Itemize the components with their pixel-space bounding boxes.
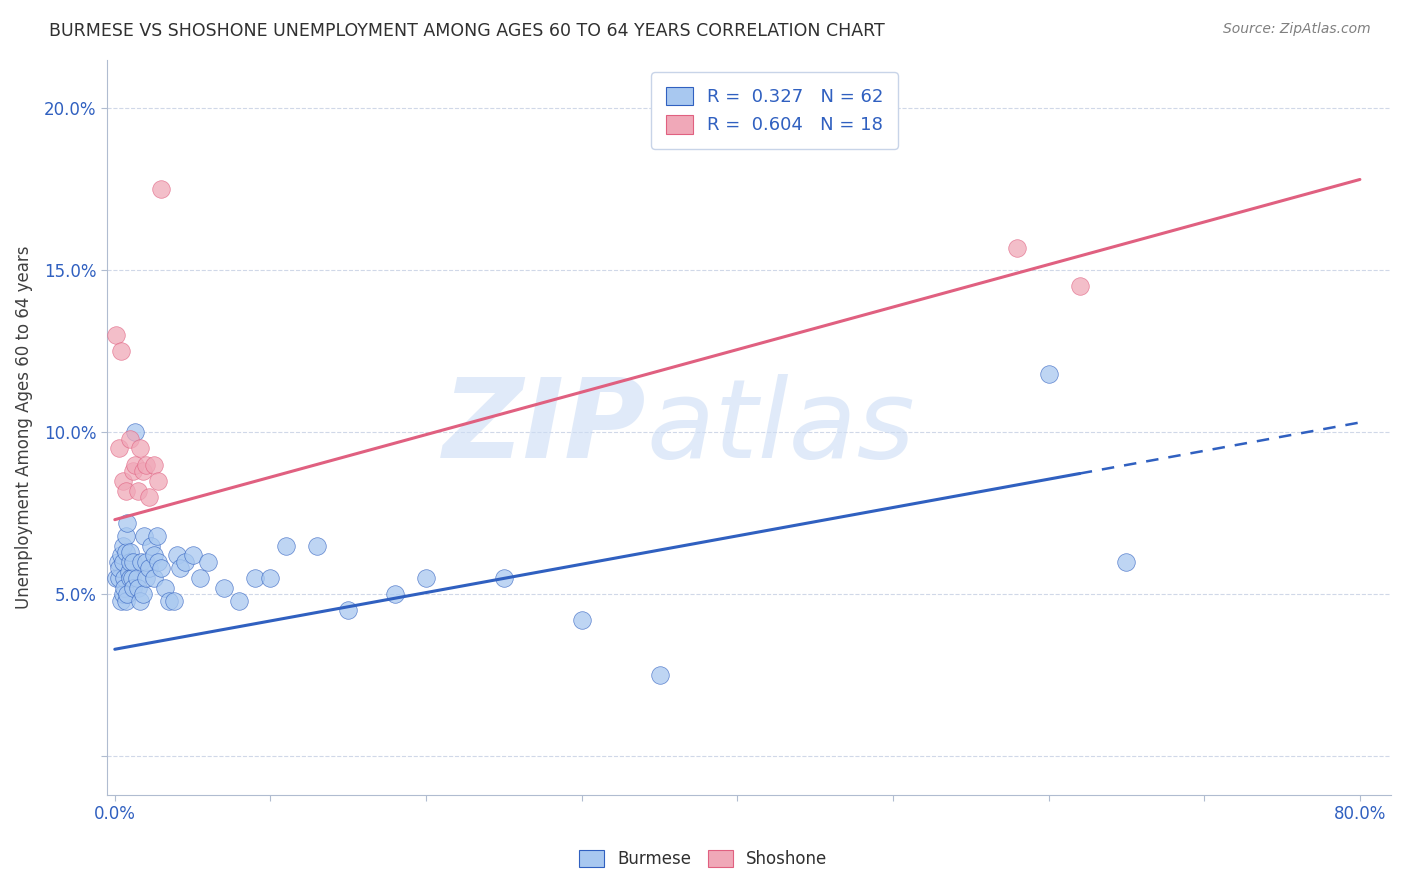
Text: Source: ZipAtlas.com: Source: ZipAtlas.com	[1223, 22, 1371, 37]
Point	[110, 344, 132, 359]
Point	[150, 182, 173, 196]
Point	[127, 581, 149, 595]
Point	[492, 571, 515, 585]
Point	[124, 458, 146, 472]
Point	[169, 561, 191, 575]
Point	[134, 529, 156, 543]
Point	[117, 516, 139, 530]
Point	[105, 571, 128, 585]
Point	[228, 593, 250, 607]
Point	[135, 555, 157, 569]
Point	[138, 490, 160, 504]
Point	[108, 571, 131, 585]
Point	[112, 571, 135, 585]
Point	[132, 587, 155, 601]
Point	[142, 571, 165, 585]
Point	[1115, 555, 1137, 569]
Point	[120, 545, 142, 559]
Point	[112, 581, 135, 595]
Point	[110, 593, 132, 607]
Point	[153, 581, 176, 595]
Point	[259, 571, 281, 585]
Point	[190, 571, 212, 585]
Text: ZIP: ZIP	[443, 374, 647, 481]
Point	[120, 555, 142, 569]
Point	[571, 613, 593, 627]
Point	[117, 587, 139, 601]
Point	[243, 571, 266, 585]
Point	[114, 529, 136, 543]
Point	[139, 539, 162, 553]
Point	[1069, 279, 1091, 293]
Point	[150, 561, 173, 575]
Point	[163, 593, 186, 607]
Point	[127, 483, 149, 498]
Point	[166, 549, 188, 563]
Point	[384, 587, 406, 601]
Point	[105, 328, 128, 343]
Point	[114, 483, 136, 498]
Point	[107, 555, 129, 569]
Point	[337, 603, 360, 617]
Point	[122, 555, 145, 569]
Point	[108, 561, 131, 575]
Point	[135, 458, 157, 472]
Point	[128, 593, 150, 607]
Point	[111, 539, 134, 553]
Text: atlas: atlas	[647, 374, 915, 481]
Point	[415, 571, 437, 585]
Point	[1038, 367, 1060, 381]
Point	[148, 474, 170, 488]
Point	[111, 587, 134, 601]
Point	[1007, 240, 1029, 254]
Point	[173, 555, 195, 569]
Point	[120, 571, 142, 585]
Point	[142, 458, 165, 472]
Point	[128, 442, 150, 456]
Text: BURMESE VS SHOSHONE UNEMPLOYMENT AMONG AGES 60 TO 64 YEARS CORRELATION CHART: BURMESE VS SHOSHONE UNEMPLOYMENT AMONG A…	[49, 22, 884, 40]
Point	[135, 571, 157, 585]
Point	[111, 474, 134, 488]
Point	[307, 539, 329, 553]
Point	[274, 539, 297, 553]
Point	[114, 545, 136, 559]
Point	[212, 581, 235, 595]
Point	[120, 432, 142, 446]
Point	[157, 593, 180, 607]
Point	[122, 581, 145, 595]
Point	[648, 668, 671, 682]
Point	[110, 549, 132, 563]
Point	[108, 442, 131, 456]
Point	[197, 555, 219, 569]
Point	[118, 565, 141, 579]
Y-axis label: Unemployment Among Ages 60 to 64 years: Unemployment Among Ages 60 to 64 years	[15, 245, 32, 609]
Point	[146, 529, 169, 543]
Point	[122, 464, 145, 478]
Point	[111, 555, 134, 569]
Point	[142, 549, 165, 563]
Point	[181, 549, 204, 563]
Point	[148, 555, 170, 569]
Point	[132, 464, 155, 478]
Point	[138, 561, 160, 575]
Point	[124, 425, 146, 440]
Point	[129, 555, 152, 569]
Legend: Burmese, Shoshone: Burmese, Shoshone	[572, 843, 834, 875]
Point	[125, 571, 148, 585]
Point	[121, 571, 143, 585]
Legend: R =  0.327   N = 62, R =  0.604   N = 18: R = 0.327 N = 62, R = 0.604 N = 18	[651, 72, 898, 149]
Point	[114, 593, 136, 607]
